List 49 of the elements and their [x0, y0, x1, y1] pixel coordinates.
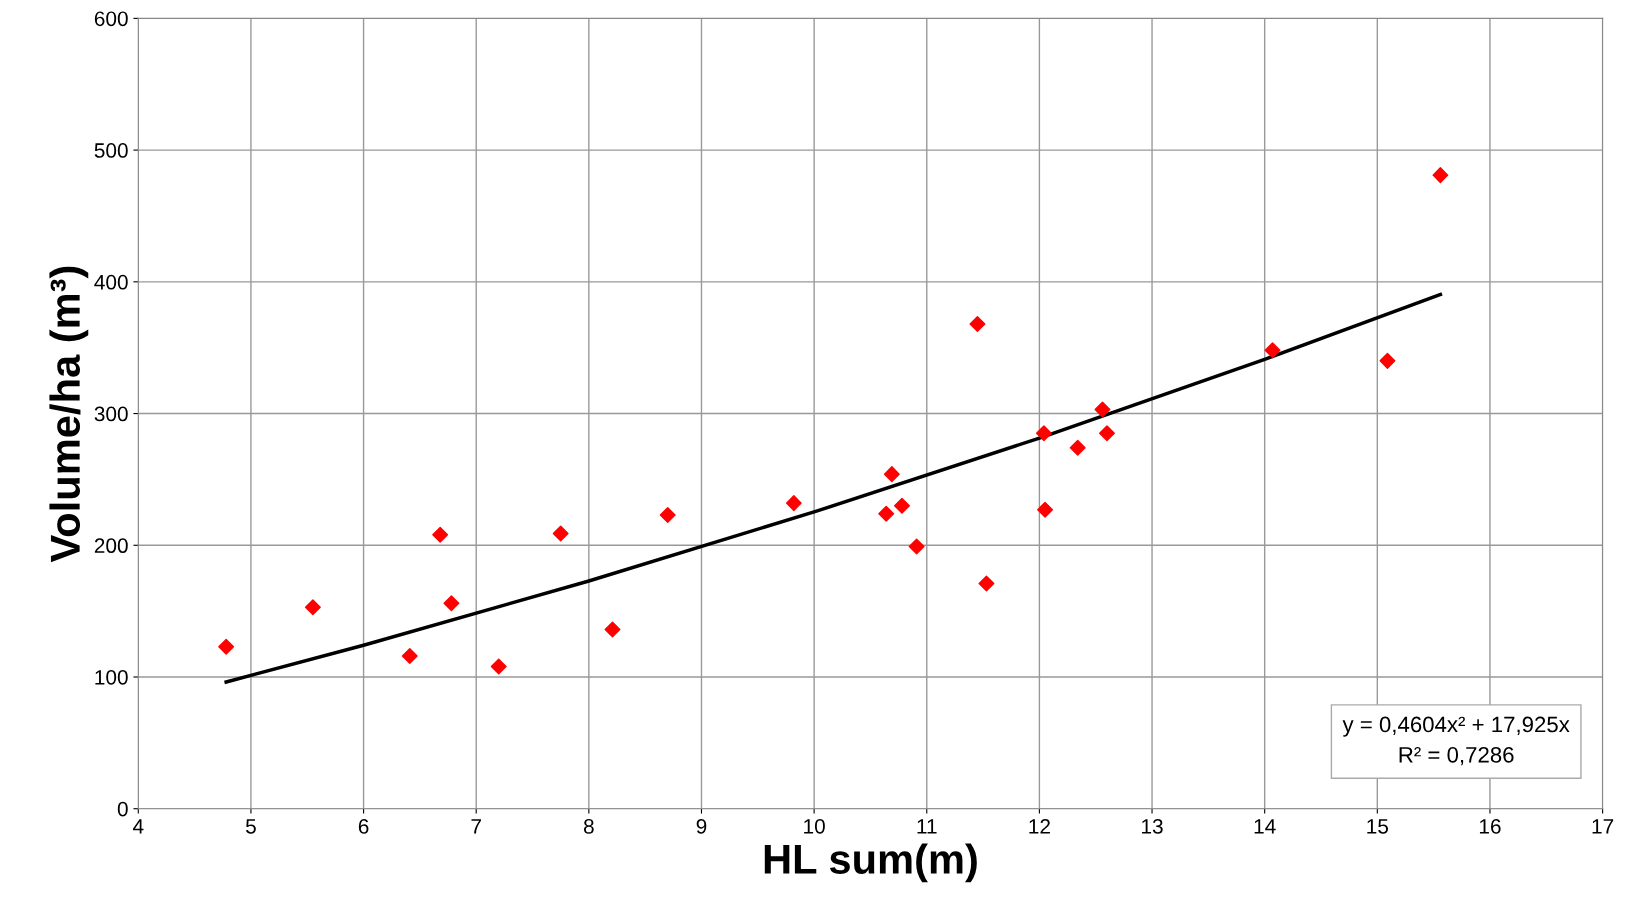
y-tick-label: 100 — [95, 670, 128, 685]
x-tick-label: 11 — [917, 819, 937, 834]
x-tick-label: 17 — [1592, 819, 1614, 834]
point — [978, 575, 995, 592]
point — [1069, 439, 1086, 456]
x-tick-label: 12 — [1029, 818, 1050, 834]
x-tick-label: 9 — [696, 818, 707, 834]
x-tick-label: 5 — [245, 819, 256, 834]
x-tick-label: 4 — [132, 819, 144, 834]
point — [908, 538, 925, 555]
y-tick-label: 400 — [94, 274, 128, 290]
annotation: y = 0,4604x² + 17,925x R² = 0,7286 — [1342, 716, 1570, 766]
point — [1432, 167, 1449, 184]
point — [1264, 342, 1281, 359]
point — [1094, 401, 1111, 418]
point — [785, 495, 802, 512]
point — [883, 466, 900, 483]
y-tick-label: 200 — [94, 538, 128, 554]
y-tick-label: 500 — [94, 143, 128, 158]
y-axis-title: Volume/ha (m³) — [49, 266, 89, 563]
point — [659, 506, 676, 523]
x-tick-label: 7 — [471, 819, 481, 834]
point — [490, 658, 507, 675]
x-tick-label: 16 — [1479, 818, 1501, 834]
point — [432, 526, 449, 543]
point — [1037, 501, 1054, 518]
x-axis-title: HL sum(m) — [764, 843, 977, 883]
point — [1379, 352, 1396, 369]
point — [604, 621, 621, 638]
x-tick-label: 10 — [804, 818, 825, 834]
point — [1035, 425, 1052, 442]
x-tick-label: 14 — [1254, 819, 1276, 834]
y-tick-label: 600 — [94, 11, 128, 27]
point — [218, 638, 235, 655]
point — [443, 595, 460, 612]
y-tick-label: 300 — [94, 406, 128, 422]
point — [1099, 425, 1115, 442]
x-tick-label: 13 — [1142, 818, 1163, 834]
point — [552, 525, 569, 542]
point — [878, 505, 895, 522]
y-tick-label: 0 — [117, 801, 128, 817]
point — [894, 497, 910, 514]
x-tick-label: 15 — [1367, 819, 1389, 834]
point — [401, 647, 418, 664]
point — [969, 315, 986, 332]
x-tick-label: 6 — [358, 818, 369, 834]
x-tick-label: 8 — [583, 818, 594, 834]
point — [304, 599, 321, 616]
line-series — [224, 292, 1443, 684]
